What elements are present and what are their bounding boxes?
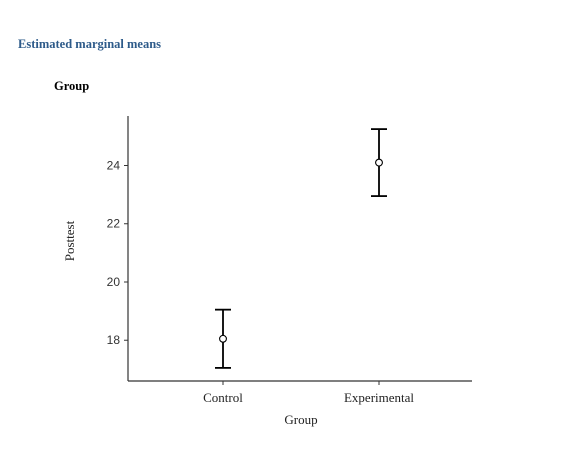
sub-title: Group <box>54 79 90 93</box>
y-tick-label-20: 20 <box>107 275 121 289</box>
x-axis-title: Group <box>284 412 317 427</box>
chart-marks <box>215 128 387 369</box>
section-title: Estimated marginal means <box>18 37 162 51</box>
mean-point-1 <box>219 334 227 343</box>
y-tick-label-22: 22 <box>107 217 121 231</box>
x-tick-label-1: Control <box>203 390 243 405</box>
mean-point-2 <box>375 158 383 167</box>
y-tick-label-18: 18 <box>107 333 121 347</box>
axes: 18 20 22 24 Control Experimental <box>107 116 472 405</box>
y-axis-title: Posttest <box>62 220 77 261</box>
x-tick-label-2: Experimental <box>344 390 414 405</box>
y-tick-label-24: 24 <box>107 159 121 173</box>
